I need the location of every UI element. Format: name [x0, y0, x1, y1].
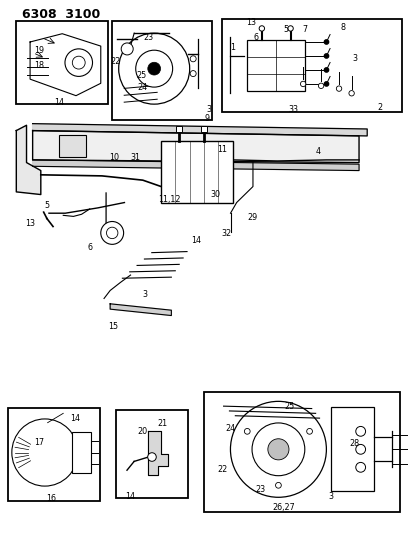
Text: 14: 14 — [191, 237, 201, 245]
Text: 20: 20 — [137, 427, 147, 436]
Bar — [331, 407, 375, 491]
Circle shape — [231, 401, 326, 497]
Circle shape — [244, 429, 250, 434]
Circle shape — [101, 222, 124, 244]
Circle shape — [72, 56, 85, 69]
Text: 5: 5 — [283, 25, 288, 34]
Bar — [16, 21, 108, 104]
Bar — [201, 126, 207, 132]
Text: 9: 9 — [205, 114, 210, 123]
Circle shape — [275, 482, 281, 488]
Text: 18: 18 — [34, 61, 44, 69]
Circle shape — [148, 453, 156, 461]
Circle shape — [356, 426, 366, 436]
Text: 28: 28 — [349, 439, 359, 448]
Circle shape — [336, 86, 342, 91]
Text: 33: 33 — [289, 105, 299, 114]
Text: 13: 13 — [26, 220, 35, 228]
Circle shape — [106, 227, 118, 239]
Bar — [176, 126, 182, 132]
Text: 16: 16 — [46, 494, 56, 503]
Bar — [116, 410, 188, 498]
Polygon shape — [33, 160, 359, 171]
Polygon shape — [33, 124, 367, 136]
Text: 25: 25 — [284, 402, 295, 410]
Circle shape — [307, 429, 313, 434]
Text: 30: 30 — [211, 190, 220, 199]
Text: 31: 31 — [131, 154, 140, 162]
Circle shape — [288, 26, 293, 31]
Bar — [204, 392, 400, 512]
Circle shape — [190, 70, 196, 77]
Circle shape — [300, 81, 306, 87]
Text: 14: 14 — [54, 99, 64, 107]
Bar — [161, 141, 233, 203]
Bar — [222, 19, 402, 112]
Circle shape — [259, 26, 264, 31]
Text: 8: 8 — [340, 23, 345, 32]
Circle shape — [121, 43, 133, 55]
Circle shape — [148, 62, 161, 75]
Text: 11: 11 — [217, 145, 227, 154]
Text: 6: 6 — [254, 33, 259, 42]
Text: 19: 19 — [34, 46, 44, 55]
Circle shape — [324, 54, 328, 58]
Circle shape — [136, 50, 173, 87]
Text: 25: 25 — [137, 71, 147, 80]
Circle shape — [65, 49, 93, 76]
Circle shape — [356, 463, 366, 472]
Text: 10: 10 — [109, 154, 119, 162]
Text: 22: 22 — [110, 57, 121, 66]
Bar — [112, 21, 212, 120]
Bar — [73, 432, 91, 473]
Text: 2: 2 — [377, 103, 382, 112]
Circle shape — [318, 83, 324, 88]
Text: 11,12: 11,12 — [158, 195, 181, 204]
Polygon shape — [110, 304, 171, 316]
Polygon shape — [33, 131, 359, 163]
Circle shape — [119, 33, 190, 104]
Text: 32: 32 — [222, 229, 231, 238]
Circle shape — [356, 445, 366, 454]
Text: 6308  3100: 6308 3100 — [22, 8, 100, 21]
Circle shape — [324, 82, 328, 86]
Text: 15: 15 — [109, 322, 118, 330]
Text: 13: 13 — [246, 18, 256, 27]
Text: 21: 21 — [157, 419, 167, 428]
Bar — [8, 408, 100, 501]
Circle shape — [324, 68, 328, 72]
Circle shape — [268, 439, 289, 460]
Circle shape — [349, 91, 354, 96]
Text: 17: 17 — [34, 438, 44, 447]
Text: 3: 3 — [207, 105, 212, 114]
Text: 23: 23 — [255, 485, 265, 494]
Text: 4: 4 — [316, 147, 321, 156]
Bar — [248, 39, 305, 91]
Text: 29: 29 — [247, 213, 257, 222]
Text: 3: 3 — [328, 492, 333, 501]
Ellipse shape — [12, 419, 78, 486]
Text: 7: 7 — [303, 25, 308, 34]
Text: 6: 6 — [87, 244, 92, 252]
Text: 14: 14 — [71, 414, 80, 423]
Circle shape — [190, 56, 196, 62]
Text: 26,27: 26,27 — [272, 503, 295, 512]
Text: 5: 5 — [44, 201, 49, 210]
Text: 14: 14 — [125, 492, 135, 501]
Circle shape — [324, 40, 328, 44]
Bar — [59, 135, 86, 157]
Polygon shape — [149, 431, 168, 474]
Text: 3: 3 — [353, 54, 357, 63]
Text: 23: 23 — [144, 33, 154, 42]
Text: 24: 24 — [137, 83, 147, 92]
Text: 1: 1 — [230, 44, 235, 52]
Text: 22: 22 — [217, 465, 228, 473]
Polygon shape — [16, 125, 41, 195]
Text: 24: 24 — [226, 424, 235, 433]
Circle shape — [252, 423, 305, 475]
Text: 3: 3 — [142, 290, 147, 298]
